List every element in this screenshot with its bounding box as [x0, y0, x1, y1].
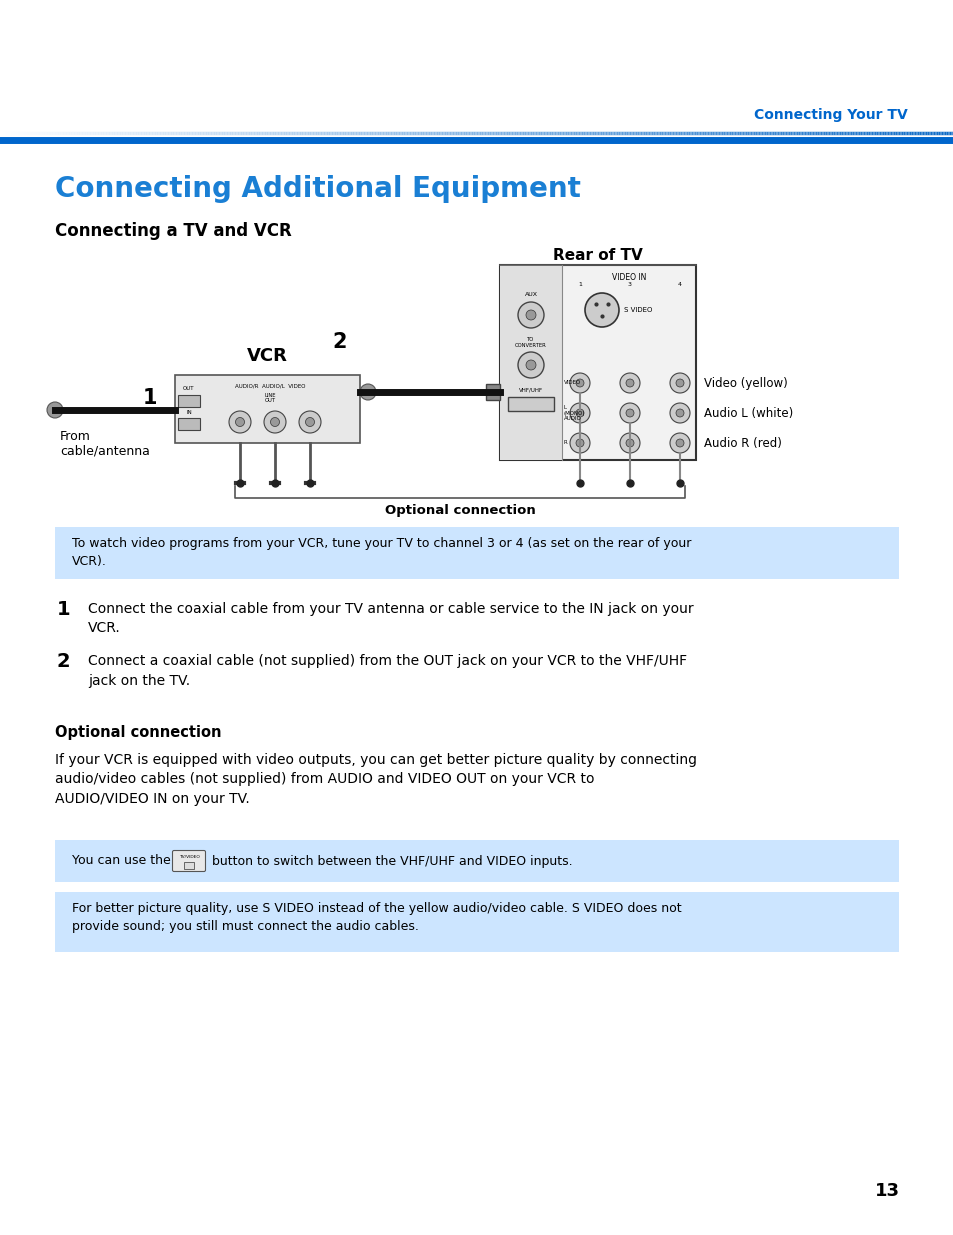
- Circle shape: [517, 352, 543, 378]
- Circle shape: [298, 411, 320, 433]
- Circle shape: [625, 379, 634, 387]
- Text: Video (yellow): Video (yellow): [703, 377, 787, 389]
- Text: 3: 3: [627, 282, 631, 287]
- Text: button to switch between the VHF/UHF and VIDEO inputs.: button to switch between the VHF/UHF and…: [208, 855, 572, 867]
- Circle shape: [676, 409, 683, 417]
- Text: To watch video programs from your VCR, tune your TV to channel 3 or 4 (as set on: To watch video programs from your VCR, t…: [71, 537, 691, 568]
- Circle shape: [569, 373, 589, 393]
- Text: VIDEO IN: VIDEO IN: [611, 273, 645, 282]
- Circle shape: [676, 379, 683, 387]
- Text: You can use the: You can use the: [71, 855, 174, 867]
- Text: OUT: OUT: [183, 387, 194, 391]
- Circle shape: [676, 438, 683, 447]
- Circle shape: [669, 373, 689, 393]
- Text: Optional connection: Optional connection: [55, 725, 221, 740]
- Bar: [55, 527, 898, 579]
- Bar: [55, 840, 898, 882]
- Circle shape: [669, 403, 689, 424]
- Circle shape: [525, 310, 536, 320]
- Text: IN: IN: [186, 410, 192, 415]
- Text: Audio R (red): Audio R (red): [703, 436, 781, 450]
- Text: AUX: AUX: [524, 291, 537, 296]
- Text: Optional connection: Optional connection: [384, 504, 535, 517]
- Text: 1: 1: [57, 600, 71, 619]
- Bar: [178, 395, 200, 408]
- Text: 2: 2: [333, 332, 347, 352]
- Text: TV/VIDEO: TV/VIDEO: [178, 855, 199, 860]
- Circle shape: [569, 433, 589, 453]
- Circle shape: [305, 417, 314, 426]
- Circle shape: [576, 379, 583, 387]
- Text: Rear of TV: Rear of TV: [553, 248, 642, 263]
- Circle shape: [619, 373, 639, 393]
- Text: From
cable/antenna: From cable/antenna: [60, 430, 150, 458]
- Text: 1: 1: [578, 282, 581, 287]
- Text: 4: 4: [678, 282, 681, 287]
- Circle shape: [47, 403, 63, 417]
- Circle shape: [619, 433, 639, 453]
- Text: Audio L (white): Audio L (white): [703, 406, 792, 420]
- Circle shape: [229, 411, 251, 433]
- Text: VIDEO: VIDEO: [563, 380, 580, 385]
- Text: If your VCR is equipped with video outputs, you can get better picture quality b: If your VCR is equipped with video outpu…: [55, 753, 697, 806]
- Text: 1: 1: [143, 388, 157, 408]
- Text: LINE
OUT: LINE OUT: [264, 393, 275, 404]
- Text: TO
CONVERTER: TO CONVERTER: [515, 337, 546, 348]
- Text: R: R: [563, 441, 567, 446]
- Bar: [499, 266, 561, 459]
- Circle shape: [669, 433, 689, 453]
- Text: Connecting Your TV: Connecting Your TV: [754, 107, 907, 122]
- Text: Connect the coaxial cable from your TV antenna or cable service to the IN jack o: Connect the coaxial cable from your TV a…: [88, 601, 693, 636]
- Text: 13: 13: [874, 1182, 899, 1200]
- Bar: [174, 375, 359, 443]
- Circle shape: [625, 438, 634, 447]
- Text: VCR: VCR: [247, 347, 288, 366]
- Text: S VIDEO: S VIDEO: [623, 308, 652, 312]
- FancyBboxPatch shape: [172, 851, 205, 872]
- Bar: [178, 417, 200, 430]
- Circle shape: [576, 438, 583, 447]
- Text: Connect a coaxial cable (not supplied) from the OUT jack on your VCR to the VHF/: Connect a coaxial cable (not supplied) f…: [88, 655, 686, 688]
- Circle shape: [359, 384, 375, 400]
- Circle shape: [625, 409, 634, 417]
- Text: AUDIO/R  AUDIO/L  VIDEO: AUDIO/R AUDIO/L VIDEO: [234, 383, 305, 388]
- Text: For better picture quality, use S VIDEO instead of the yellow audio/video cable.: For better picture quality, use S VIDEO …: [71, 902, 680, 932]
- Circle shape: [525, 359, 536, 370]
- Circle shape: [569, 403, 589, 424]
- Text: Connecting a TV and VCR: Connecting a TV and VCR: [55, 222, 292, 240]
- Text: Connecting Additional Equipment: Connecting Additional Equipment: [55, 175, 580, 203]
- Circle shape: [235, 417, 244, 426]
- Text: L
(MONO)
AUDIO: L (MONO) AUDIO: [563, 405, 585, 421]
- Circle shape: [584, 293, 618, 327]
- Circle shape: [264, 411, 286, 433]
- Text: VHF/UHF: VHF/UHF: [518, 387, 542, 391]
- Text: 2: 2: [57, 652, 71, 671]
- Circle shape: [517, 303, 543, 329]
- Bar: [184, 862, 193, 869]
- Bar: [507, 396, 554, 411]
- Bar: [55, 892, 898, 952]
- Circle shape: [619, 403, 639, 424]
- Bar: [499, 266, 696, 459]
- Bar: [485, 384, 499, 400]
- Circle shape: [576, 409, 583, 417]
- Circle shape: [271, 417, 279, 426]
